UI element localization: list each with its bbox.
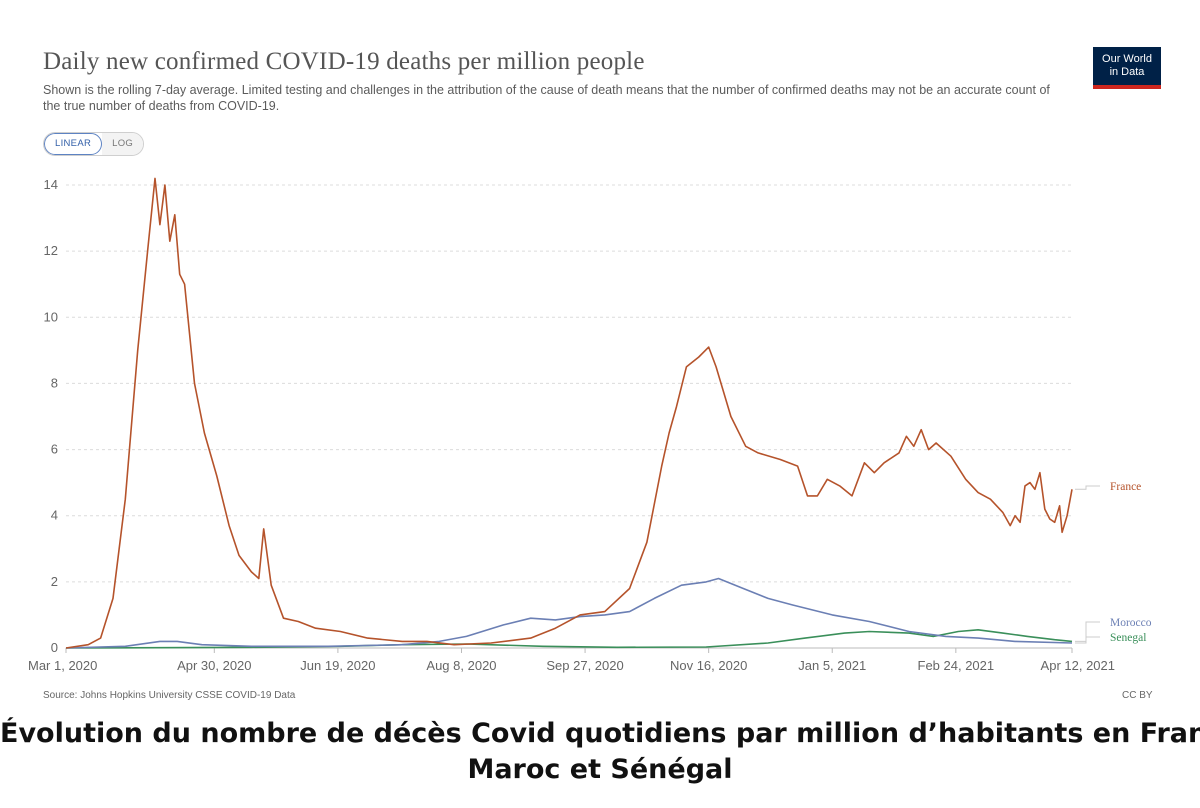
- x-tick-label: Nov 16, 2020: [670, 658, 747, 673]
- logo-line-2: in Data: [1109, 66, 1145, 78]
- series-label-france[interactable]: France: [1110, 481, 1141, 493]
- chart-title: Daily new confirmed COVID-19 deaths per …: [43, 48, 645, 75]
- y-tick-label: 10: [44, 309, 58, 324]
- chart-subtitle: Shown is the rolling 7-day average. Limi…: [43, 83, 1050, 113]
- chart-series: [65, 177, 1073, 649]
- chart-gridlines: [66, 184, 1072, 649]
- x-tick-label: Apr 30, 2020: [177, 658, 251, 673]
- x-tick-label: Apr 12, 2021: [1041, 658, 1115, 673]
- source-note[interactable]: Source: Johns Hopkins University CSSE CO…: [43, 690, 296, 701]
- series-label-connector: [1075, 621, 1100, 644]
- y-tick-label: 6: [51, 442, 58, 457]
- y-tick-label: 14: [44, 177, 58, 192]
- series-line-senegal[interactable]: [65, 629, 1073, 649]
- x-axis: Mar 1, 2020 Apr 30, 2020 Jun 19, 2020 Aug 8…: [28, 648, 1115, 673]
- series-label-connector: [1075, 636, 1100, 642]
- logo-line-1: Our World: [1102, 53, 1152, 65]
- y-tick-label: 4: [51, 508, 58, 523]
- series-labels: Senegal Morocco France: [1075, 481, 1152, 644]
- scale-toggle: LINEAR LOG: [43, 132, 145, 156]
- series-line-france[interactable]: [65, 177, 1073, 649]
- x-tick-label: Aug 8, 2020: [426, 658, 496, 673]
- owid-logo[interactable]: Our World in Data: [1093, 47, 1161, 89]
- series-label-senegal[interactable]: Senegal: [1110, 632, 1146, 644]
- y-tick-label: 2: [51, 574, 58, 589]
- series-label-connector: [1075, 485, 1100, 490]
- linear-scale-button[interactable]: LINEAR: [44, 133, 103, 155]
- license-note[interactable]: CC BY: [1122, 690, 1153, 701]
- series-line-morocco[interactable]: [65, 577, 1073, 649]
- log-scale-button[interactable]: LOG: [102, 133, 144, 155]
- caption-line-2: Maroc et Sénégal: [467, 754, 733, 785]
- y-axis: 0 2 4 6 8 10 12 14: [44, 177, 58, 655]
- x-tick-label: Sep 27, 2020: [546, 658, 623, 673]
- y-tick-label: 8: [51, 375, 58, 390]
- x-tick-label: Feb 24, 2021: [918, 658, 995, 673]
- x-tick-label: Mar 1, 2020: [28, 658, 97, 673]
- series-label-morocco[interactable]: Morocco: [1110, 617, 1152, 629]
- x-tick-label: Jun 19, 2020: [300, 658, 375, 673]
- figure-caption: Évolution du nombre de décès Covid quoti…: [0, 716, 1200, 788]
- caption-line-1: Évolution du nombre de décès Covid quoti…: [0, 718, 1200, 749]
- x-tick-label: Jan 5, 2021: [798, 658, 866, 673]
- y-tick-label: 12: [44, 243, 58, 258]
- y-tick-label: 0: [51, 640, 58, 655]
